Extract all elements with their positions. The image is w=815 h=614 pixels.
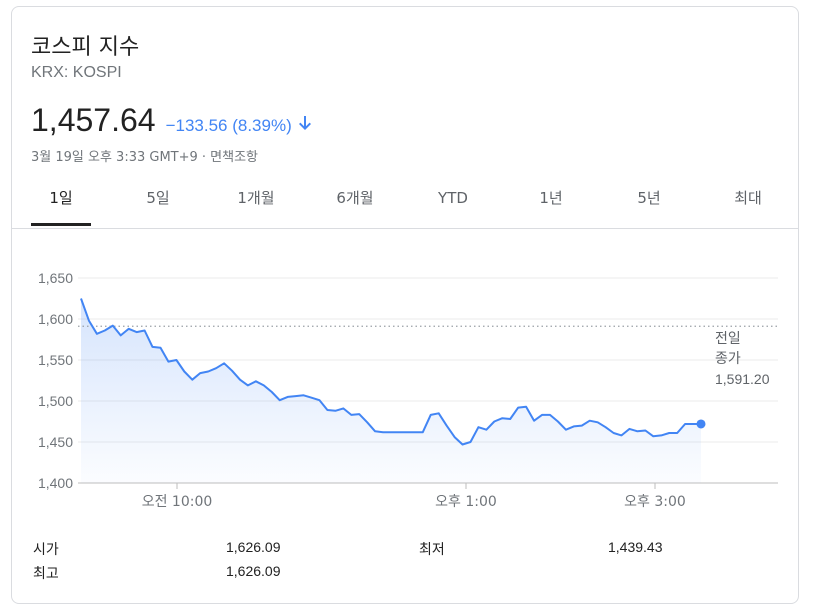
active-tab-indicator [31, 223, 91, 226]
tab-5-years[interactable]: 5년 [637, 189, 661, 207]
tab-1-month[interactable]: 1개월 [237, 189, 275, 207]
low-label: 최저 [419, 542, 445, 558]
series-area [81, 298, 701, 483]
low-value: 1,439.43 [608, 539, 663, 555]
open-value: 1,626.09 [226, 539, 281, 555]
x-tick-label: 오전 10:00 [142, 494, 213, 510]
high-value: 1,626.09 [226, 563, 281, 579]
tab-1-year[interactable]: 1년 [539, 189, 563, 207]
y-tick-label: 1,400 [38, 475, 73, 491]
y-tick-label: 1,650 [38, 270, 73, 286]
open-label: 시가 [33, 542, 59, 558]
tab-6-months[interactable]: 6개월 [336, 189, 374, 207]
series-line [80, 298, 701, 446]
previous-close-value: 1,591.20 [715, 371, 770, 387]
price-change: −133.56 (8.39%) [165, 116, 292, 135]
y-tick-label: 1,500 [38, 393, 73, 409]
tab-ytd[interactable]: YTD [438, 189, 468, 207]
y-tick-label: 1,600 [38, 311, 73, 327]
x-tick-label: 오후 1:00 [435, 494, 497, 510]
high-label: 최고 [33, 566, 59, 582]
timestamp-disclaimer[interactable]: 3월 19일 오후 3:33 GMT+9 · 면책조항 [31, 150, 259, 165]
down-arrow-icon [298, 116, 311, 130]
tab-1-day[interactable]: 1일 [49, 189, 73, 207]
tab-max[interactable]: 최대 [734, 189, 762, 207]
price-row: 1,457.64 −133.56 (8.39%) [31, 102, 312, 139]
current-price: 1,457.64 [31, 102, 156, 138]
x-tick-label: 오후 3:00 [624, 494, 686, 510]
last-point-marker [696, 419, 706, 429]
range-tabs: 1일 5일 1개월 6개월 YTD 1년 5년 최대 [11, 178, 799, 228]
previous-close-label: 종가 [715, 351, 741, 367]
y-tick-label: 1,450 [38, 434, 73, 450]
ticker-symbol: KRX: KOSPI [31, 64, 122, 81]
tab-5-days[interactable]: 5일 [146, 189, 170, 207]
y-tick-label: 1,550 [38, 352, 73, 368]
previous-close-label: 전일 [715, 331, 741, 347]
index-title: 코스피 지수 [31, 35, 140, 60]
tab-divider [11, 228, 799, 229]
knowledge-card [11, 6, 799, 604]
